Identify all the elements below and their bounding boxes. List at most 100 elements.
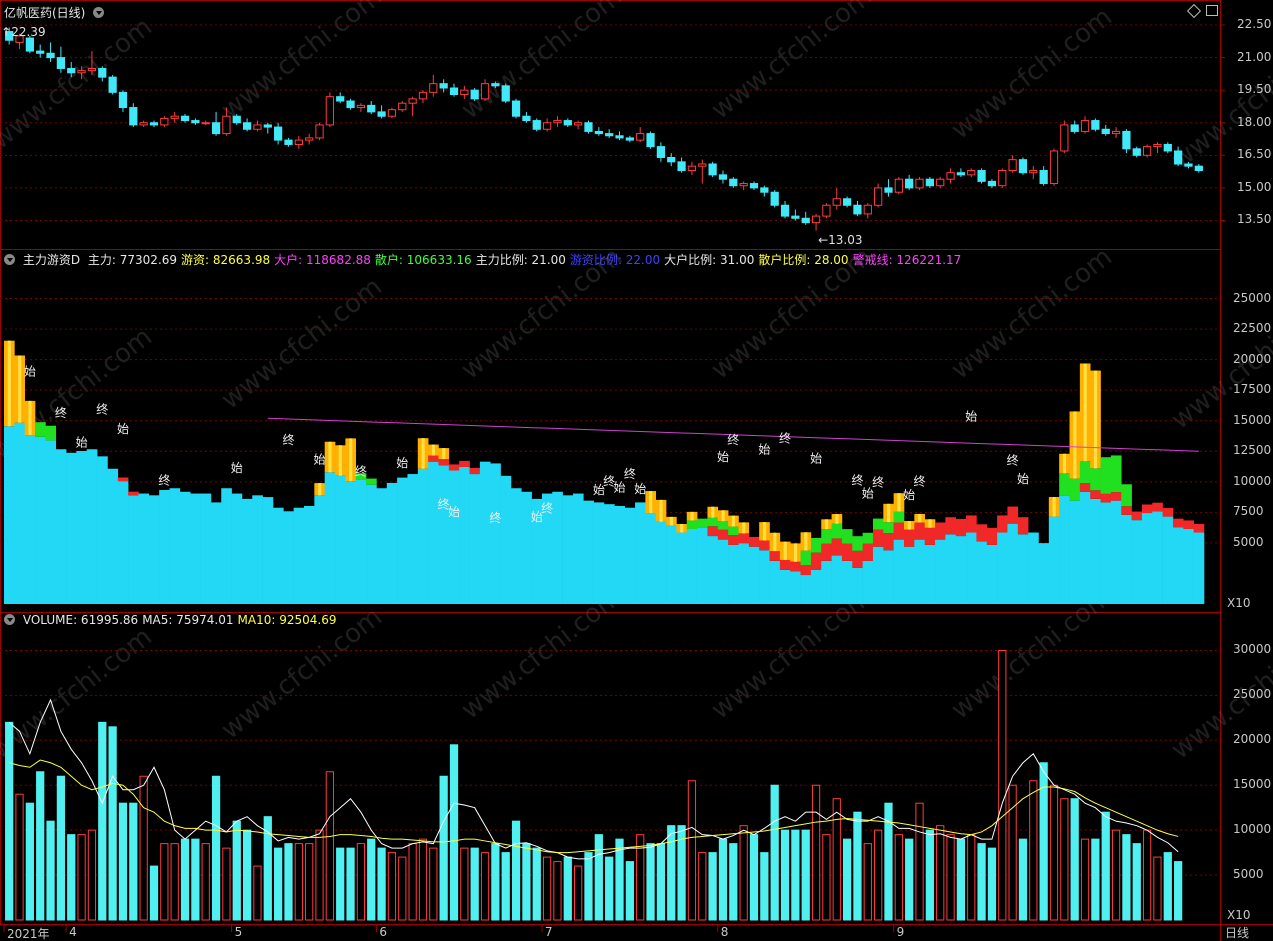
candle-body [905,178,914,189]
candle-body [315,124,324,139]
indicator-base-bar [107,468,119,604]
indicator-red-bar [707,526,719,537]
x-axis-label: 7 [544,925,553,939]
volume-axis-label: 15000 [1233,777,1272,792]
indicator-red-bar [976,524,988,542]
candle-body [201,122,210,125]
volume-bar [1174,861,1183,921]
candle-body [367,104,376,113]
indicator-toggle-icon[interactable] [4,254,15,265]
indicator-green-bar [1090,468,1101,491]
volume-bar [615,838,624,921]
volume-bar [1039,762,1048,921]
watermark-text: www.cfchi.com [706,242,878,386]
candle-body [398,102,407,111]
indicator-red-bar [1007,506,1019,524]
indicator-orange-highlight [762,522,767,541]
indicator-base-bar [221,488,232,604]
indicator-base-bar [510,488,522,604]
indicator-base-bar [1141,513,1153,604]
volume-bar [874,829,883,921]
indicator-axis-label: 10000 [1233,473,1272,488]
indicator-base-bar [728,544,739,604]
indicator-base-bar [128,495,139,604]
candle-body [987,180,997,187]
indicator-marker: 始 [593,483,605,497]
indicator-green-bar [1100,457,1112,494]
indicator-orange-highlight [421,438,425,469]
indicator-green-bar [686,520,698,529]
indicator-base-bar [1162,516,1174,604]
volume-bar [532,847,541,921]
indicator-base-bar [179,491,191,604]
indicator-marker: 终 [96,401,108,416]
candle-body [294,139,303,145]
indicator-green-bar [35,422,46,437]
indicator-red-bar [1141,504,1153,514]
volume-bar [336,847,345,921]
volume-bar [915,802,924,921]
price-axis-label: 18.00 [1237,114,1272,129]
volume-bar [77,834,86,921]
indicator-marker: 终 [603,473,615,488]
indicator-orange-highlight [338,445,342,476]
indicator-red-bar [1079,483,1091,492]
indicator-red-bar [883,533,894,551]
indicator-orange-highlight [328,441,332,473]
indicator-green-bar [883,522,894,534]
indicator-orange-highlight [1073,411,1077,479]
volume-bar [946,834,955,921]
indicator-red-bar [1017,517,1029,535]
volume-bar [511,820,521,921]
indicator-base-bar [986,544,998,604]
indicator-green-bar [728,526,739,536]
indicator-green-bar [862,532,874,544]
indicator-green-bar [841,529,853,544]
indicator-base-bar [945,534,957,604]
indicator-base-bar [872,546,884,604]
volume-bar [139,775,148,921]
candle-body [667,156,676,163]
volume-bar [739,825,748,921]
candle-body [594,130,603,135]
dropdown-toggle-icon[interactable] [93,7,105,18]
indicator-base-bar [707,536,719,604]
candle-body [346,100,355,109]
indicator-red-bar [779,559,791,570]
indicator-orange-highlight [659,499,663,522]
indicator-marker: 终 [851,472,863,487]
volume-bar [263,816,272,921]
indicator-base-bar [448,470,460,604]
indicator-base-bar [562,495,574,604]
candle-body [77,70,86,74]
candle-body [842,198,852,206]
candle-body [387,109,397,117]
candle-body [170,115,179,119]
candle-body [956,172,966,176]
candle-body [584,122,593,132]
volume-bar [315,829,324,921]
volume-toggle-icon[interactable] [4,614,15,625]
volume-bar [832,798,841,921]
indicator-red-bar [738,533,750,544]
candle-body [191,120,200,124]
indicator-base-bar [469,474,481,604]
indicator-orange-highlight [783,541,787,560]
candle-body [1101,128,1110,135]
x-axis-label: 4 [69,925,77,939]
maximize-icon[interactable] [1206,5,1218,16]
indicator-orange-highlight [897,493,901,512]
indicator-base-bar [1028,532,1039,604]
candle-body [25,37,34,52]
volume-bar [791,829,800,921]
candle-body [749,183,759,189]
candle-body [894,178,903,193]
x-axis-label: 9 [896,925,905,939]
indicator-orange-highlight [649,491,653,514]
candle-body [1174,150,1183,165]
indicator-field: 游资: 82663.98 [181,253,271,267]
volume-bar [1153,856,1162,921]
indicator-base-bar [117,481,129,604]
indicator-base-bar [479,461,491,604]
